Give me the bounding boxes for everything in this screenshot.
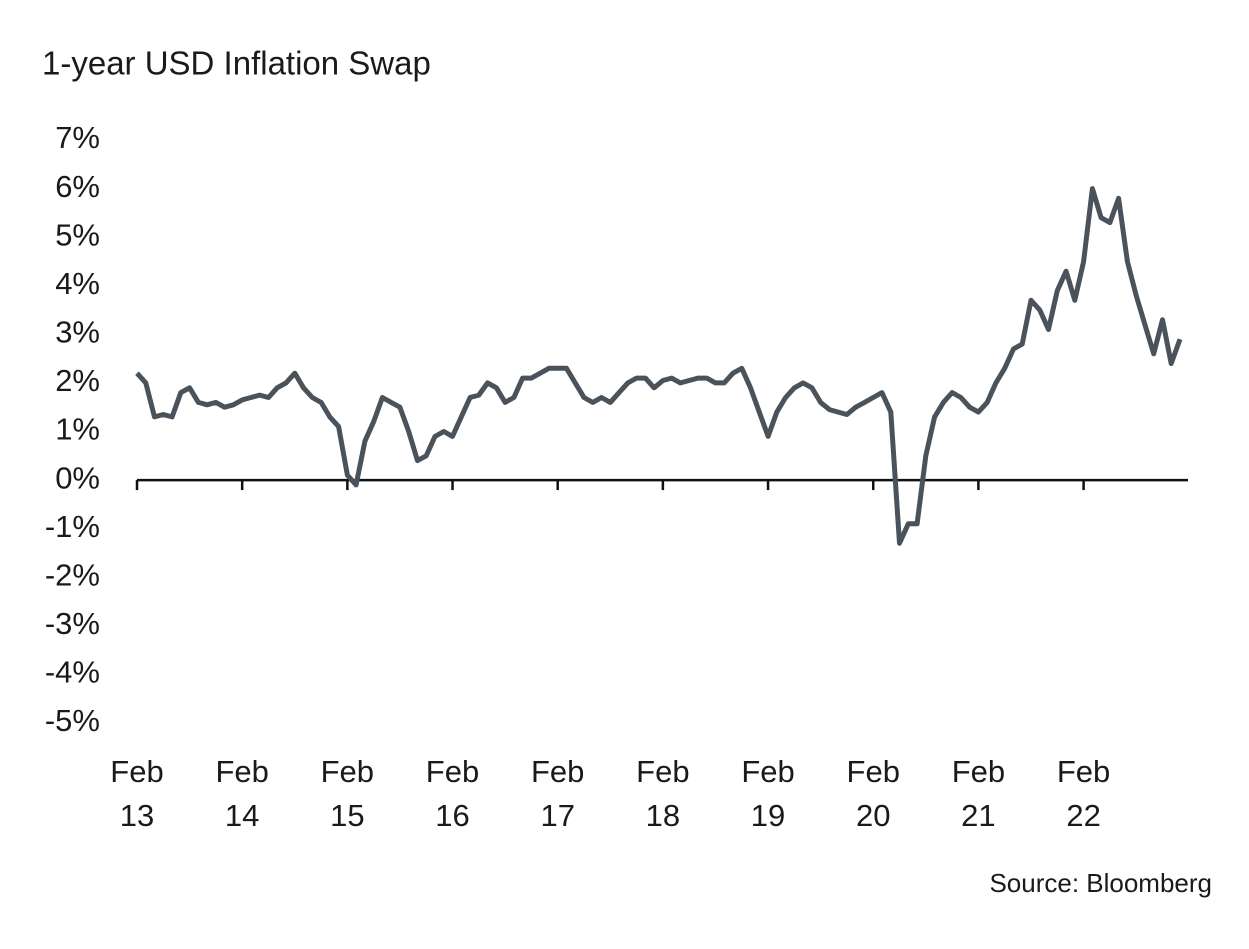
x-tick-label: Feb 15: [320, 754, 375, 833]
y-tick-label: 2%: [55, 363, 100, 398]
y-tick-label: 6%: [55, 169, 100, 204]
y-tick-label: -4%: [45, 655, 100, 690]
y-tick-label: 3%: [55, 315, 100, 350]
y-tick-label: -2%: [45, 557, 100, 592]
x-tick-label: Feb 21: [951, 754, 1006, 833]
y-tick-label: 0%: [55, 460, 100, 495]
x-tick-label: Feb 17: [530, 754, 585, 833]
chart-title: 1-year USD Inflation Swap: [42, 45, 431, 82]
source: Source: Bloomberg: [989, 868, 1212, 898]
x-tick-label: Feb 13: [110, 754, 164, 833]
y-tick-label: 5%: [55, 217, 100, 252]
y-tick-label: -1%: [45, 509, 100, 544]
x-tick-label: Feb 14: [215, 754, 269, 833]
x-tick-label: Feb 19: [741, 754, 795, 833]
line: [135, 186, 1183, 546]
x-tick-label: Feb 20: [846, 754, 900, 833]
x-tick-label: Feb 18: [636, 754, 690, 833]
x-tick-label: Feb 16: [425, 754, 480, 833]
y-tick-label: -3%: [45, 606, 100, 641]
y-tick-label: 7%: [55, 120, 100, 155]
x-tick-label: Feb 22: [1056, 754, 1111, 833]
y-tick-label: -5%: [45, 703, 100, 738]
y-tick-label: 1%: [55, 412, 100, 447]
y-tick-label: 4%: [55, 266, 100, 301]
